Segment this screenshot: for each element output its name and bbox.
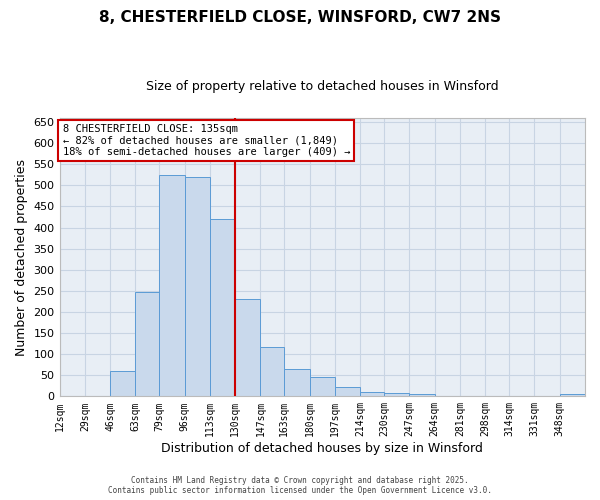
Bar	[560, 394, 585, 396]
Title: Size of property relative to detached houses in Winsford: Size of property relative to detached ho…	[146, 80, 499, 93]
Bar	[235, 300, 260, 396]
X-axis label: Distribution of detached houses by size in Winsford: Distribution of detached houses by size …	[161, 442, 483, 455]
Bar	[260, 346, 284, 397]
Bar	[384, 393, 409, 396]
Text: Contains HM Land Registry data © Crown copyright and database right 2025.
Contai: Contains HM Land Registry data © Crown c…	[108, 476, 492, 495]
Bar	[159, 175, 185, 396]
Bar	[284, 369, 310, 396]
Text: 8 CHESTERFIELD CLOSE: 135sqm
← 82% of detached houses are smaller (1,849)
18% of: 8 CHESTERFIELD CLOSE: 135sqm ← 82% of de…	[62, 124, 350, 158]
Y-axis label: Number of detached properties: Number of detached properties	[15, 158, 28, 356]
Bar	[210, 219, 235, 396]
Text: 8, CHESTERFIELD CLOSE, WINSFORD, CW7 2NS: 8, CHESTERFIELD CLOSE, WINSFORD, CW7 2NS	[99, 10, 501, 25]
Bar	[185, 177, 210, 396]
Bar	[310, 378, 335, 396]
Bar	[409, 394, 434, 396]
Bar	[360, 392, 384, 396]
Bar	[136, 292, 159, 397]
Bar	[110, 371, 136, 396]
Bar	[335, 387, 360, 396]
